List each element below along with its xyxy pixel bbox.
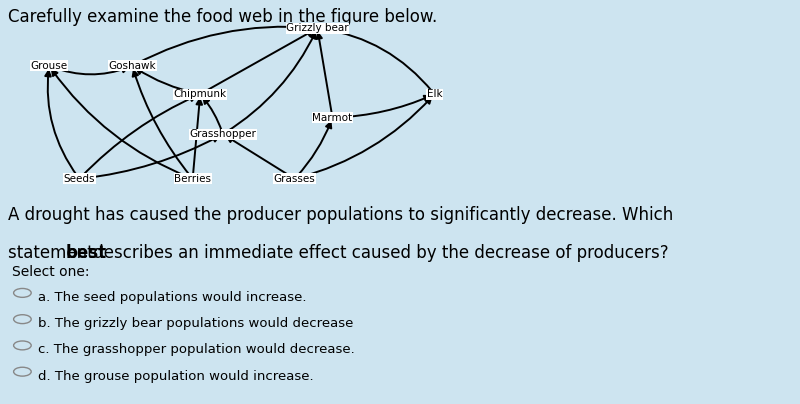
- Text: a. The seed populations would increase.: a. The seed populations would increase.: [38, 291, 307, 304]
- Text: Elk: Elk: [426, 89, 442, 99]
- Text: Marmot: Marmot: [312, 113, 353, 123]
- Text: c. The grasshopper population would decrease.: c. The grasshopper population would decr…: [38, 343, 355, 356]
- Text: Berries: Berries: [174, 174, 211, 184]
- Text: Goshawk: Goshawk: [109, 61, 156, 71]
- Text: Chipmunk: Chipmunk: [174, 89, 226, 99]
- Text: A drought has caused the producer populations to significantly decrease. Which: A drought has caused the producer popula…: [8, 206, 674, 224]
- Text: best: best: [66, 244, 106, 262]
- Text: b. The grizzly bear populations would decrease: b. The grizzly bear populations would de…: [38, 317, 354, 330]
- Text: Grizzly bear: Grizzly bear: [286, 23, 349, 33]
- Text: Seeds: Seeds: [63, 174, 95, 184]
- Text: Select one:: Select one:: [12, 265, 90, 279]
- Text: Carefully examine the food web in the figure below.: Carefully examine the food web in the fi…: [8, 8, 438, 26]
- Text: Grasses: Grasses: [274, 174, 315, 184]
- Text: Grasshopper: Grasshopper: [190, 129, 256, 139]
- Text: d. The grouse population would increase.: d. The grouse population would increase.: [38, 370, 314, 383]
- Text: Grouse: Grouse: [30, 61, 68, 71]
- Text: describes an immediate effect caused by the decrease of producers?: describes an immediate effect caused by …: [88, 244, 669, 262]
- Text: statement: statement: [8, 244, 99, 262]
